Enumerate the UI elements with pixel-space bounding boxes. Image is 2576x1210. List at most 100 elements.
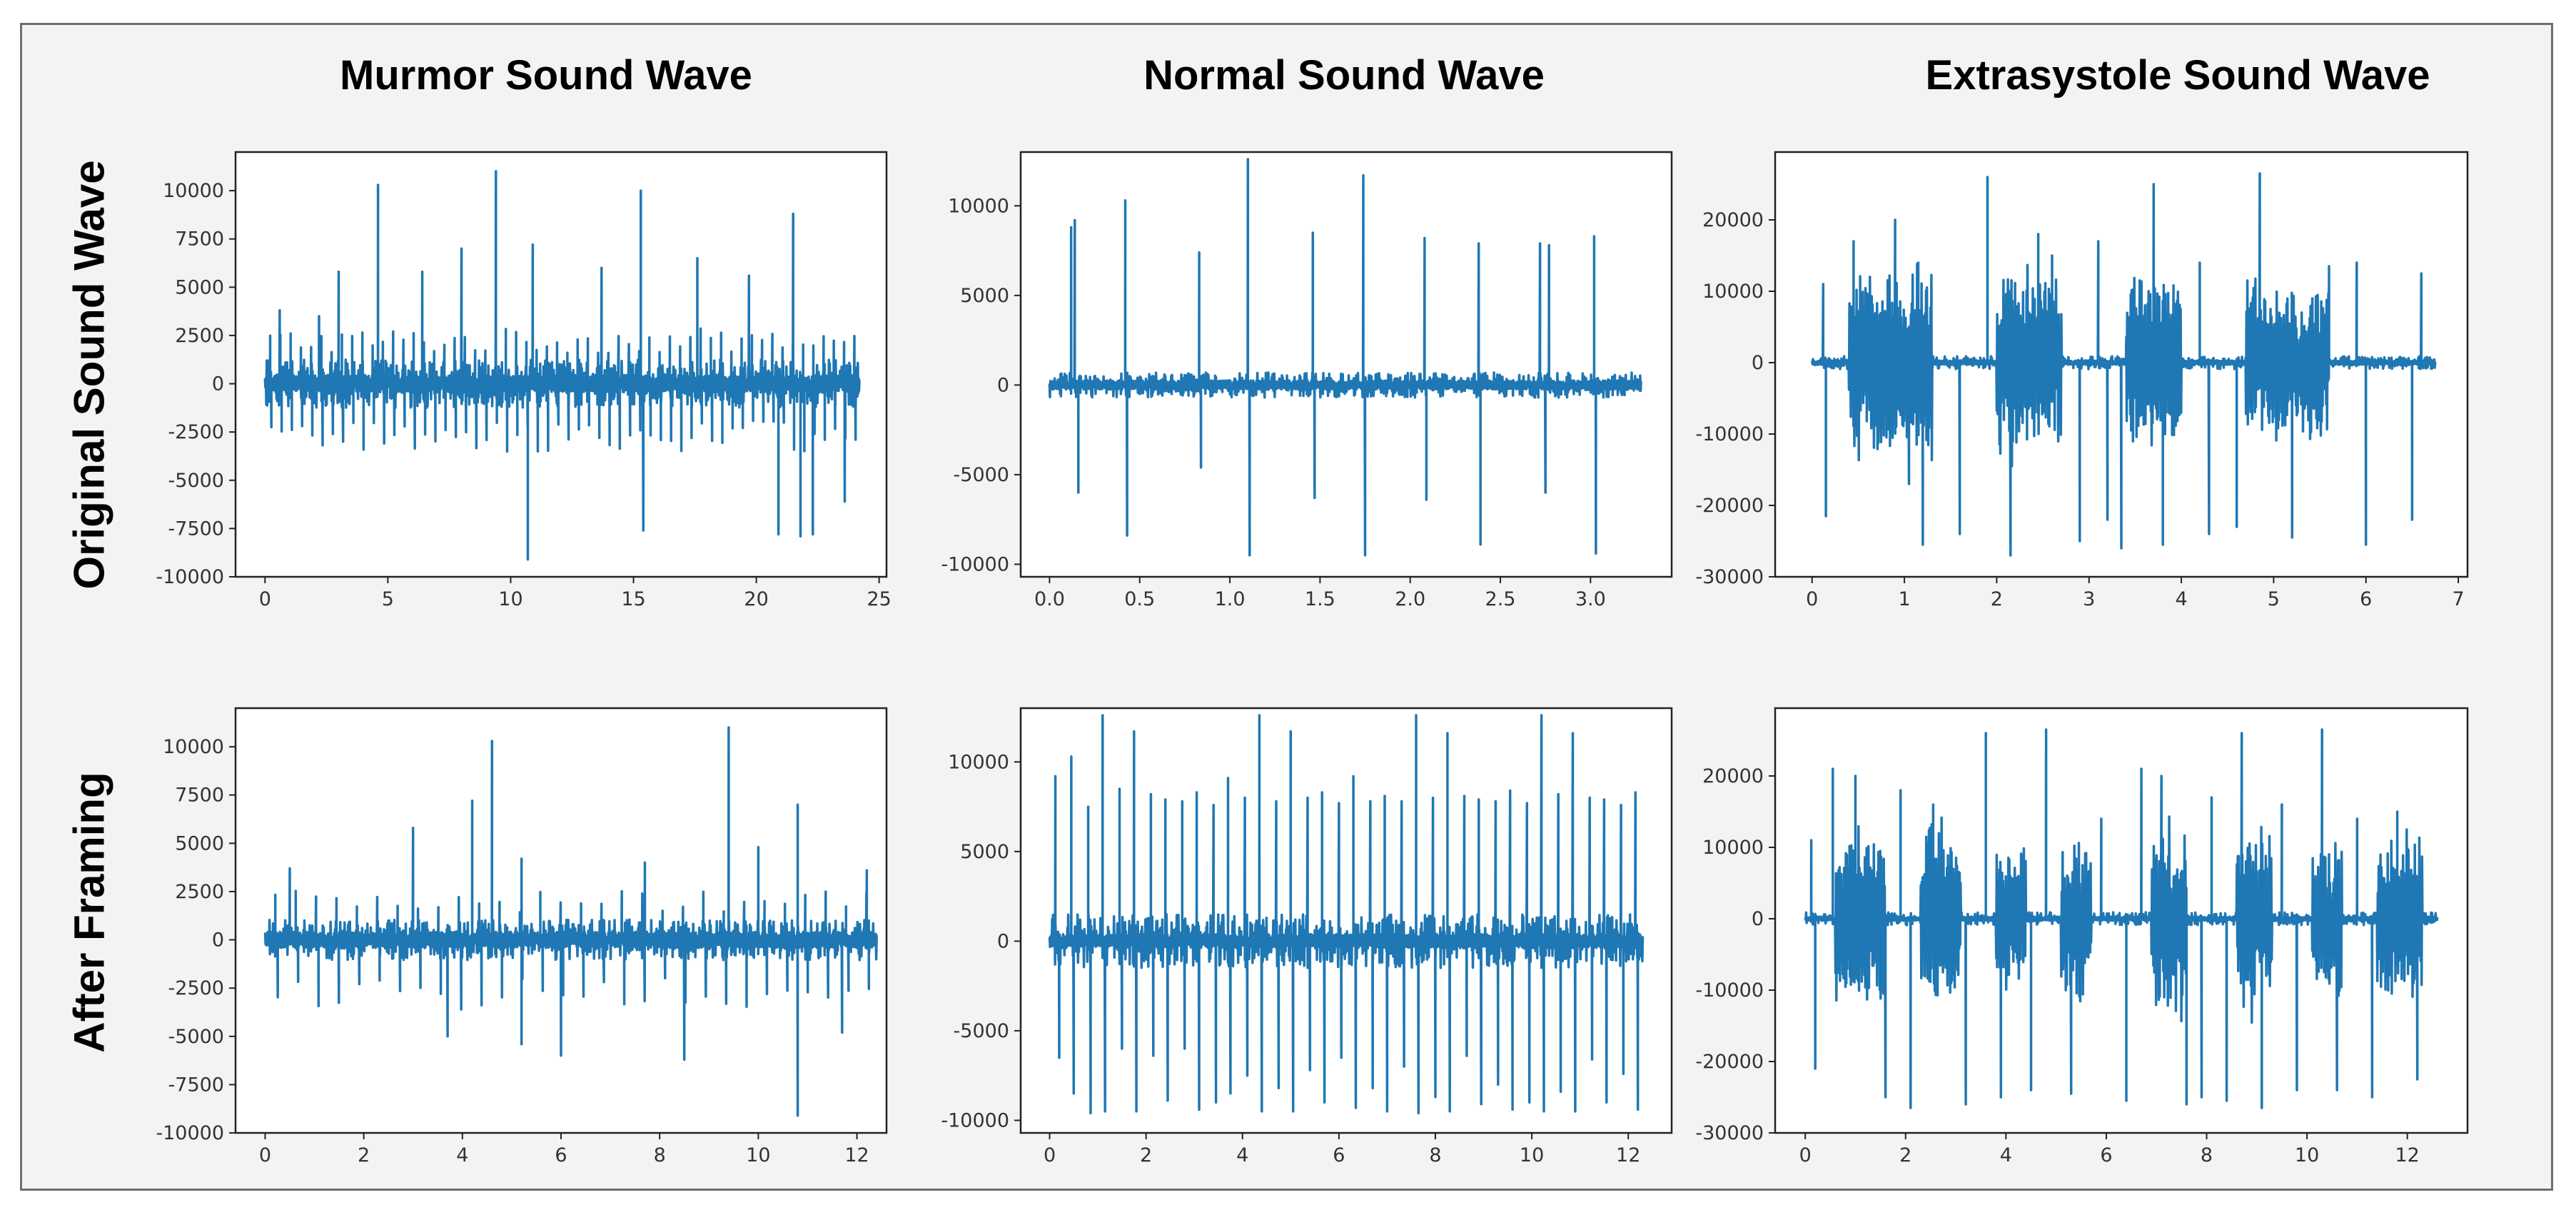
x-tick-label: 25: [867, 588, 891, 610]
series-line-amplitude: [1810, 172, 2437, 557]
x-tick-label: 4: [456, 1144, 468, 1166]
y-tick-label: 7500: [175, 785, 224, 807]
chart-original-sound-wave-extrasystole-sound-wave: 0 1 2 3 4 5 6 7 -30000 -20000 -10000 0 10000 20000: [1695, 151, 2469, 610]
x-tick-label: 6: [1333, 1144, 1345, 1166]
y-tick-label: 0: [1752, 352, 1764, 374]
y-tick-label: 0: [212, 929, 224, 952]
y-tick-label: -7500: [168, 518, 224, 540]
x-tick-label: 0: [1806, 588, 1818, 610]
plot-area: [1021, 152, 1672, 577]
column-title-extrasystole: Extrasystole Sound Wave: [1925, 52, 2430, 99]
series-line-amplitude: [1048, 158, 1642, 557]
y-tick-label: 5000: [960, 841, 1009, 863]
axes-frame: [234, 151, 888, 578]
x-tick-label: 4: [2000, 1144, 2012, 1166]
x-tick-label: 4: [1236, 1144, 1248, 1166]
y-tick-label: -5000: [954, 1020, 1009, 1042]
x-tick-label: 8: [654, 1144, 666, 1166]
x-tick-label: 2.5: [1485, 588, 1516, 610]
y-tick-label: -10000: [156, 566, 224, 588]
x-tick-label: 7: [2452, 588, 2464, 610]
x-tick-label: 1.0: [1215, 588, 1246, 610]
x-tick-label: 6: [2360, 588, 2372, 610]
x-tick-label: 2: [1899, 1144, 1911, 1166]
y-tick-label: -10000: [156, 1122, 224, 1144]
x-tick-label: 12: [844, 1144, 869, 1166]
x-tick-label: 10: [746, 1144, 770, 1166]
x-tick-label: 1.5: [1305, 588, 1335, 610]
x-tick-label: 12: [1616, 1144, 1640, 1166]
x-tick-label: 15: [621, 588, 645, 610]
y-tick-label: -2500: [168, 977, 224, 999]
chart-after-framing-murmor-sound-wave: 0 2 4 6 8 10 12 -10000 -7500 -5000 -2500 0 2500 5000 7…: [156, 707, 888, 1166]
chart-after-framing-normal-sound-wave: 0 2 4 6 8 10 12 -10000 -5000 0 5000 10000: [941, 707, 1673, 1166]
x-tick-label: 10: [2295, 1144, 2319, 1166]
x-tick-label: 1: [1898, 588, 1910, 610]
y-tick-label: 5000: [175, 832, 224, 854]
y-tick-label: -10000: [941, 553, 1009, 575]
y-tick-label: -10000: [941, 1109, 1009, 1131]
y-tick-label: 10000: [1702, 837, 1764, 859]
y-tick-label: -10000: [1695, 423, 1764, 445]
series-line-amplitude: [1048, 714, 1645, 1115]
y-tick-label: -2500: [168, 421, 224, 443]
y-tick-label: 2500: [175, 325, 224, 347]
x-tick-label: 2: [1991, 588, 2003, 610]
y-tick-label: -5000: [954, 464, 1009, 486]
y-tick-label: 10000: [163, 736, 224, 758]
chart-after-framing-extrasystole-sound-wave: 0 2 4 6 8 10 12 -30000 -20000 -10000 0 10000 20000: [1695, 707, 2469, 1166]
column-title-normal: Normal Sound Wave: [1143, 52, 1545, 99]
y-tick-label: -7500: [168, 1074, 224, 1096]
axes-frame: [1019, 151, 1673, 578]
series-line-amplitude: [263, 170, 861, 561]
y-tick-label: 10000: [948, 751, 1009, 773]
y-tick-label: 10000: [163, 180, 224, 202]
x-tick-label: 6: [2100, 1144, 2112, 1166]
x-tick-label: 3: [2083, 588, 2095, 610]
x-tick-label: 12: [2395, 1144, 2419, 1166]
y-tick-label: 0: [1752, 908, 1764, 930]
x-tick-label: 4: [2175, 588, 2187, 610]
x-tick-label: 10: [1520, 1144, 1544, 1166]
y-tick-label: -5000: [168, 470, 224, 492]
x-tick-label: 8: [1429, 1144, 1441, 1166]
x-tick-label: 10: [498, 588, 522, 610]
x-tick-label: 2.0: [1395, 588, 1425, 610]
y-tick-label: 5000: [960, 285, 1009, 307]
column-title-murmor: Murmor Sound Wave: [340, 52, 752, 99]
chart-original-sound-wave-normal-sound-wave: 0.0 0.5 1.0 1.5 2.0 2.5 3.0 -10000 -5000 0 5000 100…: [941, 151, 1673, 610]
y-tick-label: 2500: [175, 881, 224, 903]
y-tick-label: 7500: [175, 228, 224, 251]
x-tick-label: 8: [2201, 1144, 2213, 1166]
y-tick-label: -5000: [168, 1026, 224, 1048]
x-tick-label: 2: [358, 1144, 370, 1166]
axes-frame: [1774, 707, 2469, 1134]
x-tick-label: 0: [1799, 1144, 1812, 1166]
y-tick-label: -20000: [1695, 1051, 1764, 1073]
x-tick-label: 0: [259, 1144, 271, 1166]
y-tick-label: 20000: [1702, 209, 1764, 231]
series-line-amplitude: [263, 726, 878, 1117]
chart-original-sound-wave-murmor-sound-wave: 0 5 10 15 20 25 -10000 -7500 -5000 -2500 0 2500 5000…: [156, 151, 892, 610]
axes-frame: [1019, 707, 1673, 1134]
x-tick-label: 2: [1140, 1144, 1152, 1166]
y-tick-label: 10000: [948, 195, 1009, 217]
y-tick-label: 0: [212, 373, 224, 395]
y-tick-label: -10000: [1695, 979, 1764, 1002]
y-tick-label: 0: [997, 374, 1009, 396]
y-tick-label: -30000: [1695, 566, 1764, 588]
x-tick-label: 20: [744, 588, 768, 610]
x-tick-label: 5: [382, 588, 394, 610]
x-tick-label: 0: [259, 588, 271, 610]
x-tick-label: 0.0: [1034, 588, 1065, 610]
x-tick-label: 6: [555, 1144, 567, 1166]
y-tick-label: 10000: [1702, 281, 1764, 303]
series-line-amplitude: [1804, 728, 2439, 1109]
x-tick-label: 0.5: [1124, 588, 1155, 610]
y-tick-label: 0: [997, 930, 1009, 952]
y-tick-label: 5000: [175, 276, 224, 298]
y-tick-label: 20000: [1702, 765, 1764, 787]
x-tick-label: 3.0: [1575, 588, 1606, 610]
y-tick-label: -20000: [1695, 495, 1764, 517]
